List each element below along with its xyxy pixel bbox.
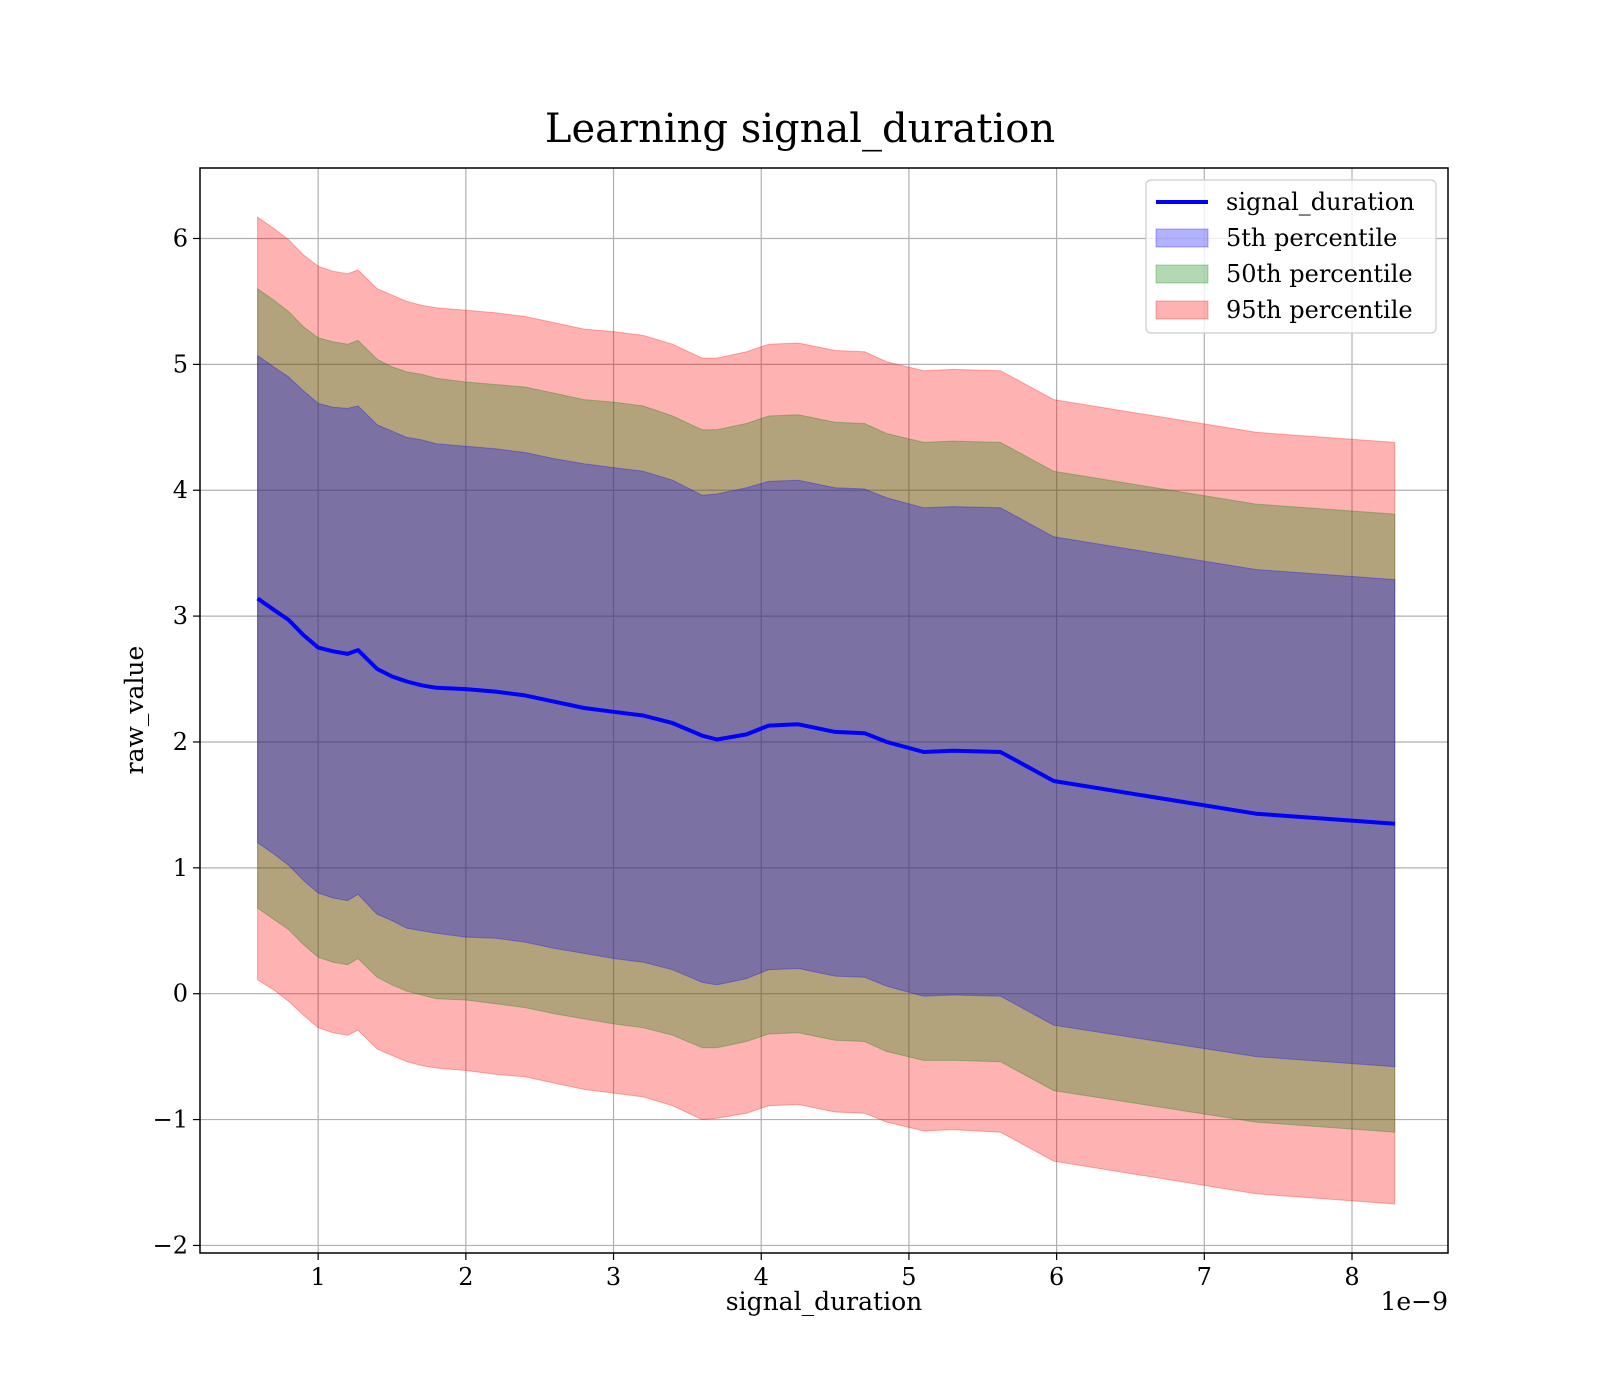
x-tick-label: 7 (1197, 1263, 1212, 1291)
x-axis-label: signal_duration (726, 1287, 922, 1316)
chart-title: Learning signal_duration (545, 106, 1055, 152)
legend-swatch-patch (1155, 228, 1209, 248)
x-tick-label: 8 (1344, 1263, 1359, 1291)
x-tick-label: 3 (606, 1263, 621, 1291)
x-tick-label: 5 (901, 1263, 916, 1291)
legend-label: signal_duration (1226, 188, 1415, 216)
y-tick-label: 6 (173, 224, 188, 252)
y-axis-label: raw_value (120, 646, 149, 775)
grid (200, 168, 1448, 1253)
series-line-signal-duration (256, 596, 1395, 826)
y-tick-label: −1 (153, 1106, 188, 1134)
y-axis-ticks: −2 −1 0 1 2 3 4 5 6 (153, 224, 200, 1259)
legend-label: 5th percentile (1226, 224, 1397, 252)
percentile-bands (257, 216, 1396, 1205)
x-axis-offset-text: 1e−9 (1380, 1287, 1448, 1316)
legend: signal_duration 5th percentile 50th percen… (1145, 179, 1437, 334)
legend-swatch-patch (1155, 264, 1209, 284)
plot-frame (199, 167, 1449, 1254)
legend-swatch-patch (1155, 300, 1209, 320)
y-tick-label: 4 (173, 476, 188, 504)
y-tick-label: 0 (173, 980, 188, 1008)
band-5th-percentile (257, 354, 1396, 1068)
y-tick-label: 1 (173, 854, 188, 882)
x-tick-label: 2 (458, 1263, 473, 1291)
y-tick-label: −2 (153, 1231, 188, 1259)
band-50th-percentile (257, 287, 1396, 1133)
x-tick-label: 4 (754, 1263, 769, 1291)
legend-label: 95th percentile (1226, 296, 1413, 324)
x-tick-label: 1 (311, 1263, 326, 1291)
y-tick-label: 3 (173, 602, 188, 630)
legend-label: 50th percentile (1226, 260, 1413, 288)
band-95th-percentile (257, 216, 1396, 1205)
series-lines (256, 596, 1395, 826)
y-tick-label: 2 (173, 728, 188, 756)
x-tick-label: 6 (1049, 1263, 1064, 1291)
legend-box (1145, 179, 1437, 334)
x-axis-ticks: 1 2 3 4 5 6 7 8 (311, 1253, 1360, 1291)
y-tick-label: 5 (173, 350, 188, 378)
